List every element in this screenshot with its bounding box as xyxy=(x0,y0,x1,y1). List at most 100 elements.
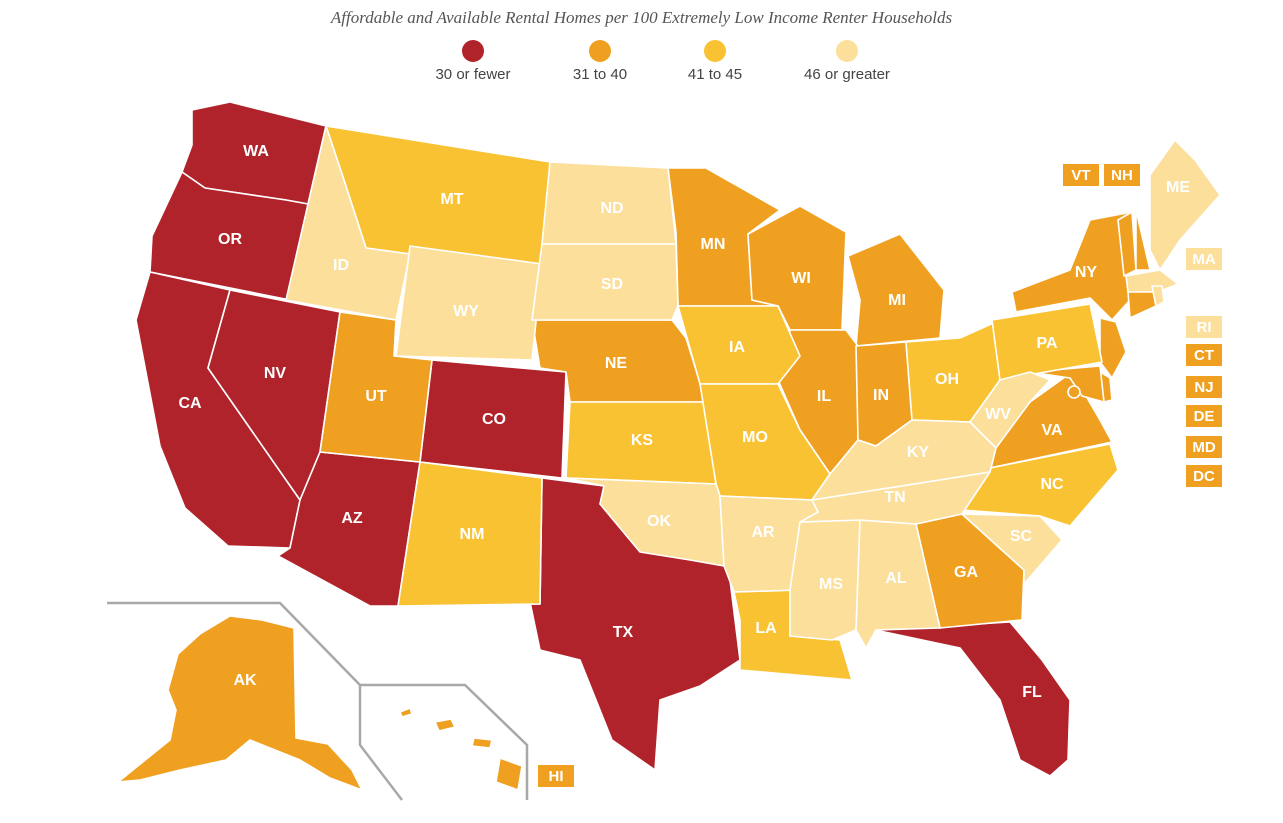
state-label-ak: AK xyxy=(233,672,257,689)
state-mi[interactable] xyxy=(847,233,945,347)
state-label-ms: MS xyxy=(819,576,843,593)
state-me[interactable] xyxy=(1149,139,1221,271)
state-wy[interactable] xyxy=(395,245,543,361)
state-pa[interactable] xyxy=(991,303,1103,381)
states-layer xyxy=(117,101,1221,791)
state-box-swatch xyxy=(1186,376,1222,398)
state-label-me: ME xyxy=(1166,179,1190,196)
state-label-ga: GA xyxy=(954,564,978,581)
legend-item-41-to-45: 41 to 45 xyxy=(645,40,785,83)
state-nh[interactable] xyxy=(1135,209,1151,271)
state-label-fl: FL xyxy=(1022,684,1042,701)
state-label-il: IL xyxy=(817,388,831,405)
state-label-nv: NV xyxy=(264,365,287,382)
legend-swatch xyxy=(836,40,858,62)
state-box-label: MA xyxy=(1192,251,1215,268)
state-label-wa: WA xyxy=(243,143,269,160)
state-box-vt[interactable]: VT xyxy=(1063,164,1099,186)
state-ok[interactable] xyxy=(565,477,725,567)
state-tn[interactable] xyxy=(799,471,991,525)
state-hi[interactable] xyxy=(399,707,523,791)
state-label-mi: MI xyxy=(888,292,906,309)
state-label-co: CO xyxy=(482,411,506,428)
state-label-oh: OH xyxy=(935,371,959,388)
legend-item-30-or-fewer: 30 or fewer xyxy=(403,40,543,83)
state-box-nh[interactable]: NH xyxy=(1104,164,1140,186)
legend-label: 31 to 40 xyxy=(572,66,628,83)
legend-item-46-or-greater: 46 or greater xyxy=(777,40,917,83)
state-sc[interactable] xyxy=(961,513,1063,585)
state-label-mo: MO xyxy=(742,429,768,446)
state-ri[interactable] xyxy=(1151,285,1165,307)
state-wv[interactable] xyxy=(969,371,1051,449)
state-label-ny: NY xyxy=(1075,264,1098,281)
state-md[interactable] xyxy=(1029,365,1105,403)
state-box-swatch xyxy=(1104,164,1140,186)
state-label-ia: IA xyxy=(729,339,745,356)
state-box-swatch xyxy=(1186,405,1222,427)
state-ia[interactable] xyxy=(677,305,801,385)
state-label-ks: KS xyxy=(631,432,654,449)
state-ak[interactable] xyxy=(117,615,363,791)
state-box-label: RI xyxy=(1197,319,1212,336)
state-label-nm: NM xyxy=(460,526,485,543)
state-ny[interactable] xyxy=(1011,211,1133,321)
state-label-wv: WV xyxy=(985,406,1011,423)
state-box-label: VT xyxy=(1071,167,1090,184)
state-label-wi: WI xyxy=(791,270,811,287)
state-label-mt: MT xyxy=(440,191,463,208)
state-label-ne: NE xyxy=(605,355,628,372)
state-label-pa: PA xyxy=(1036,335,1057,352)
state-sd[interactable] xyxy=(531,243,679,321)
state-label-ok: OK xyxy=(647,513,671,530)
state-label-nc: NC xyxy=(1040,476,1064,493)
state-box-swatch xyxy=(538,765,574,787)
state-box-de[interactable]: DE xyxy=(1186,405,1222,427)
state-box-ct[interactable]: CT xyxy=(1186,344,1222,366)
state-vt[interactable] xyxy=(1117,211,1137,277)
state-label-ar: AR xyxy=(751,524,775,541)
state-box-label: NH xyxy=(1111,167,1133,184)
state-box-swatch xyxy=(1063,164,1099,186)
state-box-swatch xyxy=(1186,248,1222,270)
state-fl[interactable] xyxy=(874,621,1071,777)
state-box-hi[interactable]: HI xyxy=(538,765,574,787)
state-label-nd: ND xyxy=(600,200,623,217)
state-id[interactable] xyxy=(285,125,411,321)
legend-label: 41 to 45 xyxy=(687,66,743,83)
state-label-ut: UT xyxy=(365,388,387,405)
state-box-ri[interactable]: RI xyxy=(1186,316,1222,338)
state-box-swatch xyxy=(1186,465,1222,487)
state-box-label: CT xyxy=(1194,347,1214,364)
state-box-label: MD xyxy=(1192,439,1215,456)
state-ma[interactable] xyxy=(1125,269,1179,293)
state-label-in: IN xyxy=(873,387,889,404)
small-state-boxes: VT NH MA RI CT NJ DE MD DC HI xyxy=(538,164,1222,787)
state-label-tx: TX xyxy=(613,624,634,641)
legend-label: 46 or greater xyxy=(804,66,890,83)
map-title: Affordable and Available Rental Homes pe… xyxy=(330,8,953,27)
state-box-swatch xyxy=(1186,316,1222,338)
state-box-swatch xyxy=(1186,344,1222,366)
legend-item-31-to-40: 31 to 40 xyxy=(530,40,670,83)
state-box-md[interactable]: MD xyxy=(1186,436,1222,458)
state-label-id: ID xyxy=(333,257,349,274)
state-box-swatch xyxy=(1186,436,1222,458)
state-box-ma[interactable]: MA xyxy=(1186,248,1222,270)
state-label-wy: WY xyxy=(453,303,479,320)
state-label-la: LA xyxy=(755,620,777,637)
state-box-nj[interactable]: NJ xyxy=(1186,376,1222,398)
state-dc[interactable] xyxy=(1067,385,1081,399)
state-label-sd: SD xyxy=(601,276,623,293)
state-label-al: AL xyxy=(885,570,907,587)
legend: 30 or fewer 31 to 40 41 to 45 46 or grea… xyxy=(0,40,1283,84)
state-label-ca: CA xyxy=(178,395,202,412)
state-box-dc[interactable]: DC xyxy=(1186,465,1222,487)
state-box-label: HI xyxy=(549,768,564,785)
state-box-label: NJ xyxy=(1194,379,1213,396)
state-nm[interactable] xyxy=(397,461,543,607)
legend-swatch xyxy=(589,40,611,62)
legend-swatch xyxy=(704,40,726,62)
state-nj[interactable] xyxy=(1099,317,1127,379)
